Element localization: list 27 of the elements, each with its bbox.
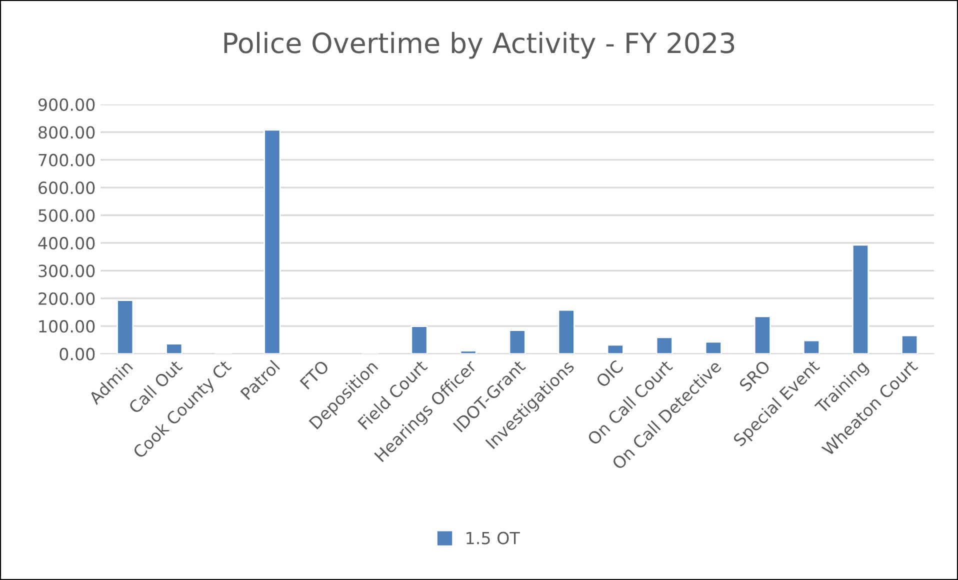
bar [264,129,281,354]
bar [460,350,477,354]
bar [802,340,820,354]
bar [852,244,870,354]
bar [900,334,918,354]
bar [166,343,183,354]
y-tick-label: 100.00 [39,320,95,333]
bar [606,344,624,354]
bar [754,316,771,354]
bar [558,309,575,354]
bar [704,341,722,354]
x-tick-label: OIC [595,360,624,388]
y-tick-label: 300.00 [38,264,95,278]
y-tick-label: 900.00 [38,98,95,111]
y-tick-label: 500.00 [38,209,95,222]
y-tick-label: 800.00 [38,126,95,139]
chart-title: Police Overtime by Activity - FY 2023 [224,32,734,59]
bar [656,336,673,354]
y-tick-label: 600.00 [38,181,95,194]
bar [410,326,428,354]
bar [116,300,134,354]
y-tick-label: 700.00 [38,154,95,166]
y-tick-label: 200.00 [38,292,95,305]
bar [508,330,526,354]
y-tick-label: 400.00 [38,236,95,250]
y-tick-label: 0.00 [60,348,95,360]
legend-label: 1.5 OT [466,532,520,544]
